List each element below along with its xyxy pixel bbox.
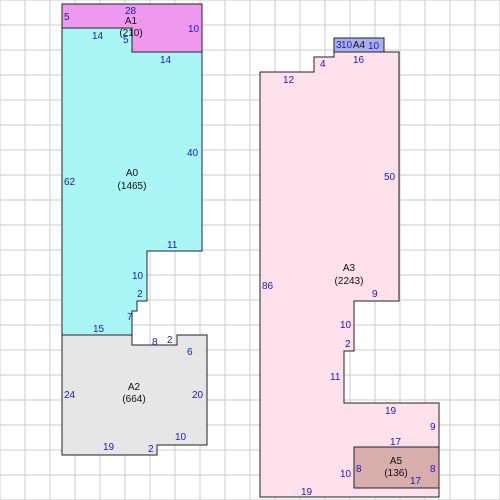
dim-label: 17: [410, 476, 422, 487]
dim-label: 14: [160, 55, 172, 66]
room-a2-name: A2: [128, 382, 141, 393]
room-a3-name: A3: [343, 263, 356, 274]
dim-label: 3: [336, 40, 342, 51]
dim-label: 8: [430, 464, 436, 475]
dim-label: 8: [356, 464, 362, 475]
dim-label: 2: [137, 289, 143, 300]
dim-label: 11: [167, 240, 178, 251]
dim-label: 11: [330, 372, 341, 383]
room-a5[interactable]: [353, 446, 440, 489]
dim-label: 9: [430, 422, 436, 433]
dim-label: 20: [192, 390, 204, 401]
room-a2[interactable]: [61, 334, 208, 456]
room-a1-area: (210): [119, 28, 142, 39]
dim-label: 12: [283, 75, 295, 86]
dim-label: 10: [368, 41, 380, 52]
dim-label: 10: [188, 24, 200, 35]
dim-label: 4: [320, 59, 326, 70]
room-a4-name: A4: [353, 40, 366, 51]
dim-label: 40: [187, 148, 199, 159]
dim-label: 10: [175, 432, 187, 443]
dim-label: 15: [93, 324, 105, 335]
room-a3-area: (2243): [335, 276, 364, 287]
dim-label: 10: [341, 40, 353, 51]
dim-label: 19: [103, 442, 115, 453]
dim-label: 62: [64, 177, 76, 188]
dim-label: 14: [92, 31, 104, 42]
dim-label: 50: [384, 172, 396, 183]
dim-label: 16: [353, 55, 365, 66]
dim-label: 28: [125, 6, 137, 17]
dim-label: 6: [187, 347, 193, 358]
dim-label: 7: [127, 312, 133, 323]
dim-label: 5: [64, 12, 70, 23]
room-a1-name: A1: [125, 16, 138, 27]
dim-label: 8: [152, 337, 158, 348]
dim-label: 19: [385, 406, 397, 417]
dim-label: 17: [390, 437, 402, 448]
dim-label: 10: [132, 271, 144, 282]
dim-label: 10: [340, 320, 352, 331]
dim-label: 9: [372, 289, 378, 300]
room-a2-area: (664): [122, 394, 145, 405]
dim-label: 19: [301, 487, 313, 498]
dim-label: 10: [340, 469, 352, 480]
dim-label: 24: [64, 390, 76, 401]
room-a0-name: A0: [126, 168, 139, 179]
dim-label: 2: [345, 339, 351, 350]
room-a0-area: (1465): [118, 181, 147, 192]
dim-label: 2: [167, 335, 173, 346]
dim-label: 86: [262, 281, 274, 292]
dim-label: 5: [123, 35, 129, 46]
dim-label: 2: [148, 444, 154, 455]
room-a5-area: (136): [384, 468, 407, 479]
room-a5-name: A5: [390, 456, 403, 467]
